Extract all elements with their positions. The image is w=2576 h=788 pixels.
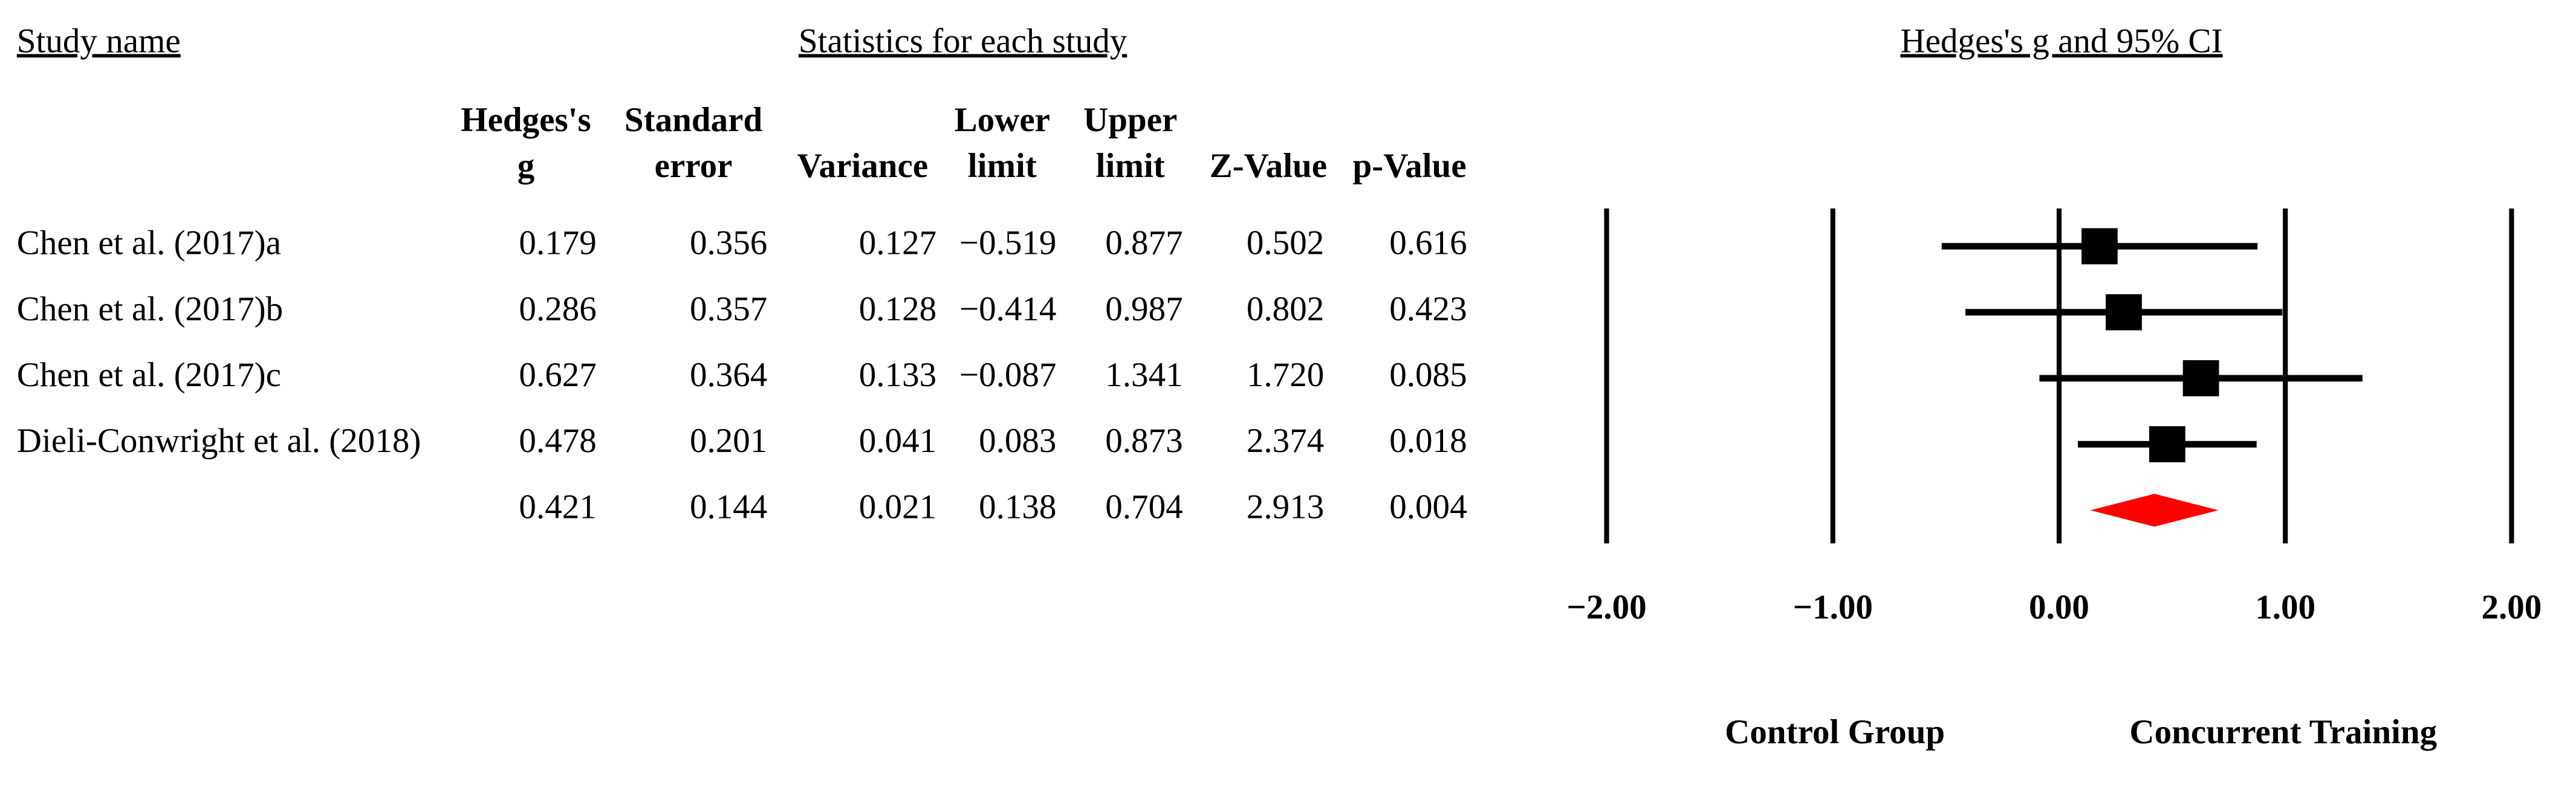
effect-marker (2149, 426, 2185, 463)
x-tick-label: −2.00 (1566, 589, 1646, 627)
table-cell: 1.341 (1105, 356, 1183, 394)
column-header: g (517, 147, 535, 185)
study-name: Chen et al. (2017)b (17, 290, 283, 328)
table-cell: 0.357 (690, 290, 767, 328)
table-cell: 2.913 (1247, 488, 1324, 526)
effect-marker (2182, 360, 2219, 396)
column-header: Variance (797, 147, 929, 185)
table-cell: 0.873 (1105, 422, 1183, 460)
x-tick-label: 1.00 (2255, 589, 2315, 627)
table-cell: 0.128 (859, 290, 936, 328)
column-header: limit (1096, 147, 1165, 185)
table-cell: −0.087 (959, 356, 1057, 394)
table-cell: 0.421 (519, 488, 596, 526)
table-cell: 0.201 (690, 422, 767, 460)
column-header: p-Value (1352, 147, 1466, 185)
table-cell: 0.478 (519, 422, 596, 460)
column-header: Z-Value (1210, 147, 1327, 185)
table-cell: 0.179 (519, 224, 596, 262)
table-cell: 0.021 (859, 488, 936, 526)
right-label: Concurrent Training (2129, 713, 2437, 751)
table-cell: 0.286 (519, 290, 596, 328)
column-header: Hedges's (461, 101, 591, 139)
table-cell: 0.138 (979, 488, 1056, 526)
x-tick-label: 2.00 (2481, 589, 2542, 627)
x-tick-label: 0.00 (2029, 589, 2089, 627)
table-cell: 0.704 (1105, 488, 1183, 526)
table-cell: 0.083 (979, 422, 1056, 460)
table-cell: 0.018 (1389, 422, 1467, 460)
table-cell: 0.877 (1105, 224, 1183, 262)
table-cell: 0.616 (1389, 224, 1467, 262)
chart-title: Hedges's g and 95% CI (1900, 22, 2222, 60)
stats-heading: Statistics for each study (799, 22, 1127, 60)
study-name: Dieli-Conwright et al. (2018) (17, 422, 421, 460)
column-header: Standard (625, 101, 763, 139)
table-cell: 0.802 (1247, 290, 1324, 328)
table-cell: 2.374 (1247, 422, 1324, 460)
summary-diamond (2090, 494, 2219, 527)
study-name: Chen et al. (2017)c (17, 356, 281, 394)
table-cell: 0.356 (690, 224, 767, 262)
study-name: Chen et al. (2017)a (17, 224, 281, 262)
table-cell: 0.987 (1105, 290, 1183, 328)
left-label: Control Group (1725, 713, 1945, 751)
table-cell: 0.085 (1389, 356, 1467, 394)
table-cell: 0.502 (1247, 224, 1324, 262)
table-cell: −0.519 (959, 224, 1057, 262)
table-cell: 0.627 (519, 356, 596, 394)
column-header: limit (968, 147, 1037, 185)
table-cell: 0.364 (690, 356, 767, 394)
study-heading: Study name (17, 22, 181, 60)
table-cell: 0.133 (859, 356, 936, 394)
table-cell: 0.144 (690, 488, 767, 526)
column-header: Upper (1083, 101, 1177, 139)
table-cell: 0.423 (1389, 290, 1467, 328)
table-cell: 0.041 (859, 422, 936, 460)
column-header: Lower (955, 101, 1050, 139)
table-cell: 1.720 (1247, 356, 1324, 394)
effect-marker (2106, 294, 2142, 331)
table-cell: −0.414 (959, 290, 1057, 328)
table-cell: 0.127 (859, 224, 936, 262)
table-cell: 0.004 (1389, 488, 1467, 526)
x-tick-label: −1.00 (1793, 589, 1873, 627)
column-header: error (655, 147, 733, 185)
effect-marker (2081, 228, 2118, 265)
